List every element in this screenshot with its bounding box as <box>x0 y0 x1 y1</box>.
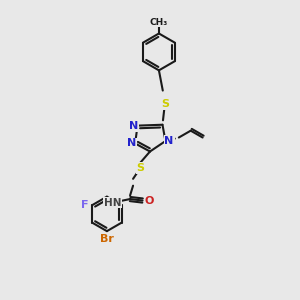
Text: O: O <box>144 196 154 206</box>
Text: N: N <box>129 121 139 130</box>
Text: S: S <box>136 163 145 173</box>
Text: CH₃: CH₃ <box>150 18 168 27</box>
Text: F: F <box>81 200 88 210</box>
Text: S: S <box>161 99 169 109</box>
Text: N: N <box>164 136 174 146</box>
Text: HN: HN <box>104 198 122 208</box>
Text: Br: Br <box>100 235 114 244</box>
Text: N: N <box>127 139 136 148</box>
